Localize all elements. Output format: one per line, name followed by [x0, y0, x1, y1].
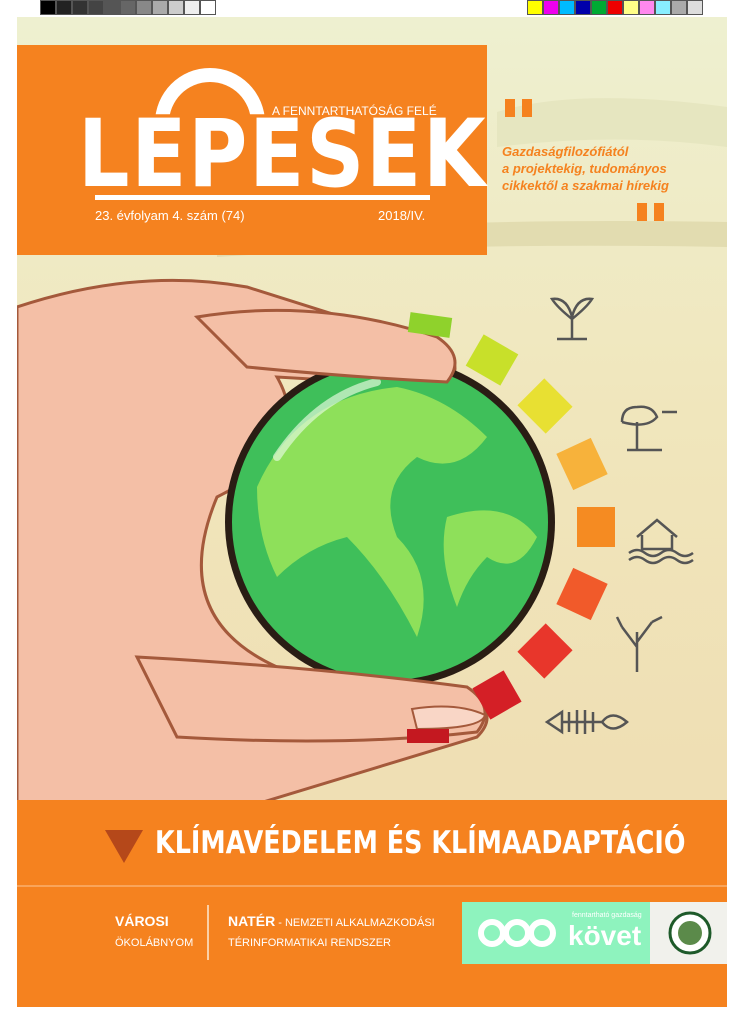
footer-item-subtitle: ÖKOLÁBNYOM — [115, 937, 194, 949]
footer-divider — [207, 905, 209, 960]
footer-item-title: VÁROSI — [115, 913, 169, 929]
masthead-rule — [95, 195, 430, 200]
dead-tree-icon — [615, 615, 663, 672]
footer-item-subtitle: TÉRINFORMATIKAI RENDSZER — [228, 937, 391, 949]
quote-line: cikkektől a szakmai hírekig — [502, 178, 669, 193]
quote: Gazdaságfilozófiától a projektekig, tudo… — [502, 143, 669, 194]
kovet-small-text: fenntartható gazdaság — [572, 912, 642, 919]
arc-segment — [407, 312, 453, 338]
registration-color-bar — [527, 0, 703, 16]
arc-segment — [556, 567, 608, 621]
footer-item-title: NATÉR — [228, 913, 276, 929]
arc-segment — [472, 670, 522, 720]
masthead-box — [17, 45, 487, 255]
fish-skeleton-icon — [544, 709, 629, 735]
footer-item-title-rest: - NEMZETI ALKALMAZKODÁSI — [275, 917, 435, 929]
cloud — [497, 98, 727, 147]
arc-segment — [577, 507, 615, 547]
continents — [257, 387, 487, 637]
climate-arc — [407, 312, 615, 743]
arc-segment — [556, 437, 608, 491]
flooded-house-icon — [628, 518, 694, 565]
tree-wind-icon — [620, 405, 677, 452]
quote-line: a projektekig, tudományos — [502, 161, 667, 176]
arc-segment — [465, 334, 519, 386]
triangle-down-icon — [105, 830, 143, 863]
registration-grayscale-bar — [40, 0, 216, 16]
open-quote-icon — [505, 99, 532, 117]
cover-headline: KLÍMAVÉDELEM ÉS KLÍMAADAPTÁCIÓ — [155, 825, 686, 861]
arc-segment — [517, 623, 573, 679]
footer-item-nater: NATÉR - NEMZETI ALKALMAZKODÁSI TÉRINFORM… — [228, 913, 435, 949]
arc-segment — [517, 378, 573, 434]
kovet-name: követ — [568, 920, 642, 951]
issue-number: 23. évfolyam 4. szám (74) — [95, 208, 245, 223]
sprout-icon — [549, 297, 595, 341]
divider — [17, 885, 727, 887]
kovet-logo: fenntartható gazdaság követ — [462, 902, 650, 964]
arc-segment — [407, 729, 449, 743]
issue-date: 2018/IV. — [378, 208, 426, 223]
masthead-tagline: A FENNTARTHATÓSÁG FELÉ — [272, 104, 437, 118]
quote-line: Gazdaságfilozófiától — [502, 144, 629, 159]
fingernail — [410, 705, 487, 731]
masthead-title: LEPESEK — [78, 100, 488, 209]
infinity-icon — [478, 919, 556, 947]
close-quote-icon — [637, 203, 664, 221]
footer-item-varosi: VÁROSI ÖKOLÁBNYOM — [115, 913, 193, 949]
seal-icon — [668, 911, 712, 955]
seal-logo — [650, 902, 727, 964]
